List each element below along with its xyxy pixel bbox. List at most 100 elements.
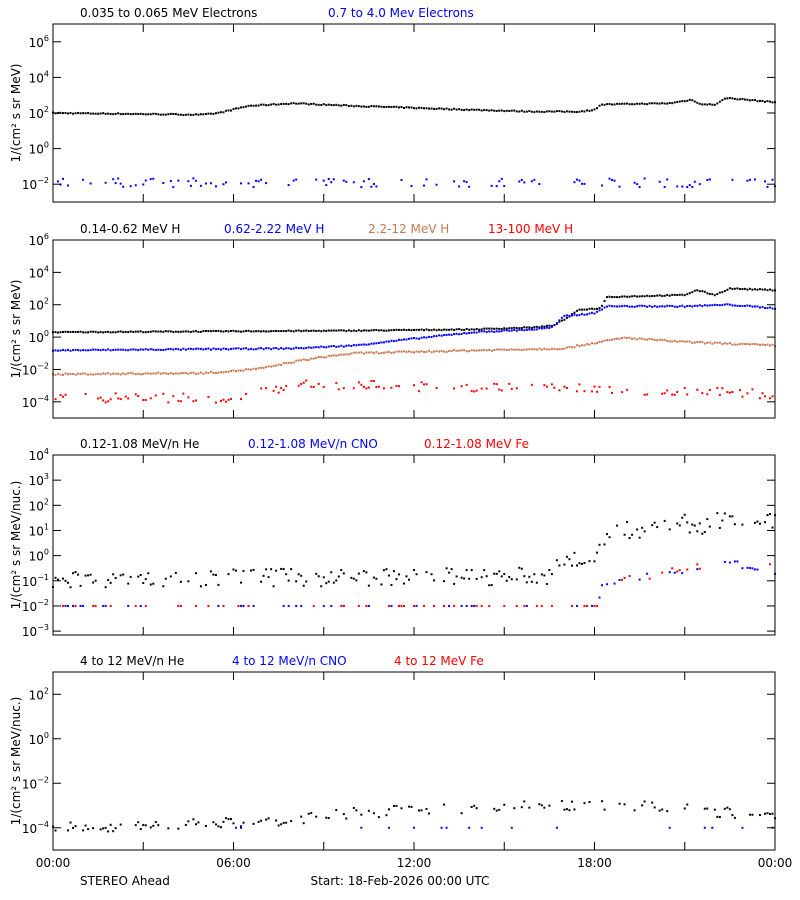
data-point xyxy=(72,826,75,829)
data-point xyxy=(265,347,268,350)
data-point xyxy=(370,342,373,345)
data-point xyxy=(726,342,729,345)
data-point xyxy=(575,604,578,607)
data-point xyxy=(89,182,92,185)
data-point xyxy=(498,808,501,811)
data-point xyxy=(726,288,729,291)
data-point xyxy=(643,393,646,396)
data-point xyxy=(94,330,97,333)
data-point xyxy=(683,305,686,308)
data-point xyxy=(222,330,225,333)
data-point xyxy=(485,109,488,112)
data-point xyxy=(508,329,511,332)
legend-3: 0.12-1.08 MeV Fe xyxy=(424,437,529,451)
data-point xyxy=(676,390,679,393)
data-point xyxy=(375,105,378,108)
data-point xyxy=(139,604,142,607)
data-point xyxy=(673,305,676,308)
data-point xyxy=(400,604,403,607)
data-point xyxy=(545,385,548,388)
data-point xyxy=(392,340,395,343)
data-point xyxy=(300,604,303,607)
legend-2: 0.62-2.22 MeV H xyxy=(224,222,324,236)
data-point xyxy=(560,110,563,113)
data-point xyxy=(583,182,586,185)
data-point xyxy=(340,569,343,572)
data-point xyxy=(199,347,202,350)
data-point xyxy=(327,178,330,181)
data-point xyxy=(728,96,731,99)
data-point xyxy=(490,349,493,352)
data-point xyxy=(753,305,756,308)
data-point xyxy=(157,113,160,116)
data-point xyxy=(237,107,240,110)
data-point xyxy=(179,400,182,403)
data-point xyxy=(731,304,734,307)
data-point xyxy=(312,385,315,388)
data-point xyxy=(470,331,473,334)
data-point xyxy=(523,329,526,332)
data-point xyxy=(132,330,135,333)
data-point xyxy=(425,107,428,110)
data-point xyxy=(641,526,644,529)
data-point xyxy=(367,329,370,332)
data-point xyxy=(570,604,573,607)
data-point xyxy=(590,604,593,607)
data-point xyxy=(387,826,390,829)
data-point xyxy=(84,824,87,827)
data-point xyxy=(748,343,751,346)
data-point xyxy=(758,343,761,346)
data-point xyxy=(415,573,418,576)
data-point xyxy=(142,399,145,402)
data-point xyxy=(425,328,428,331)
data-point xyxy=(199,113,202,116)
data-point xyxy=(611,178,614,181)
data-point xyxy=(530,326,533,329)
data-point xyxy=(237,369,240,372)
data-point xyxy=(505,329,508,332)
data-point xyxy=(691,341,694,344)
data-point xyxy=(601,584,604,587)
data-point xyxy=(87,574,90,577)
data-point xyxy=(618,337,621,340)
data-point xyxy=(114,392,117,395)
data-point xyxy=(495,109,498,112)
data-point xyxy=(109,581,112,584)
data-point xyxy=(768,513,771,516)
data-point xyxy=(741,826,744,829)
data-point xyxy=(560,800,563,803)
data-point xyxy=(706,304,709,307)
data-point xyxy=(292,179,295,182)
data-point xyxy=(418,337,421,340)
data-point xyxy=(473,604,476,607)
data-point xyxy=(578,179,581,182)
data-point xyxy=(194,572,197,575)
data-point xyxy=(621,336,624,339)
data-point xyxy=(267,347,270,350)
data-point xyxy=(523,604,526,607)
data-point xyxy=(638,102,641,105)
data-point xyxy=(558,320,561,323)
data-point xyxy=(410,106,413,109)
data-point xyxy=(573,346,576,349)
data-point xyxy=(530,328,533,331)
data-point xyxy=(550,383,553,386)
data-point xyxy=(555,322,558,325)
data-point xyxy=(460,812,463,815)
data-point xyxy=(77,111,80,114)
data-point xyxy=(297,384,300,387)
data-point xyxy=(199,184,202,187)
data-point xyxy=(520,326,523,329)
data-point xyxy=(683,340,686,343)
data-point xyxy=(768,306,771,309)
data-point xyxy=(310,329,313,332)
data-point xyxy=(460,108,463,111)
data-point xyxy=(523,181,526,184)
data-point xyxy=(134,604,137,607)
data-point xyxy=(723,560,726,563)
data-point xyxy=(696,388,699,391)
data-point xyxy=(352,329,355,332)
data-point xyxy=(450,349,453,352)
data-point xyxy=(653,294,656,297)
data-point xyxy=(433,328,436,331)
